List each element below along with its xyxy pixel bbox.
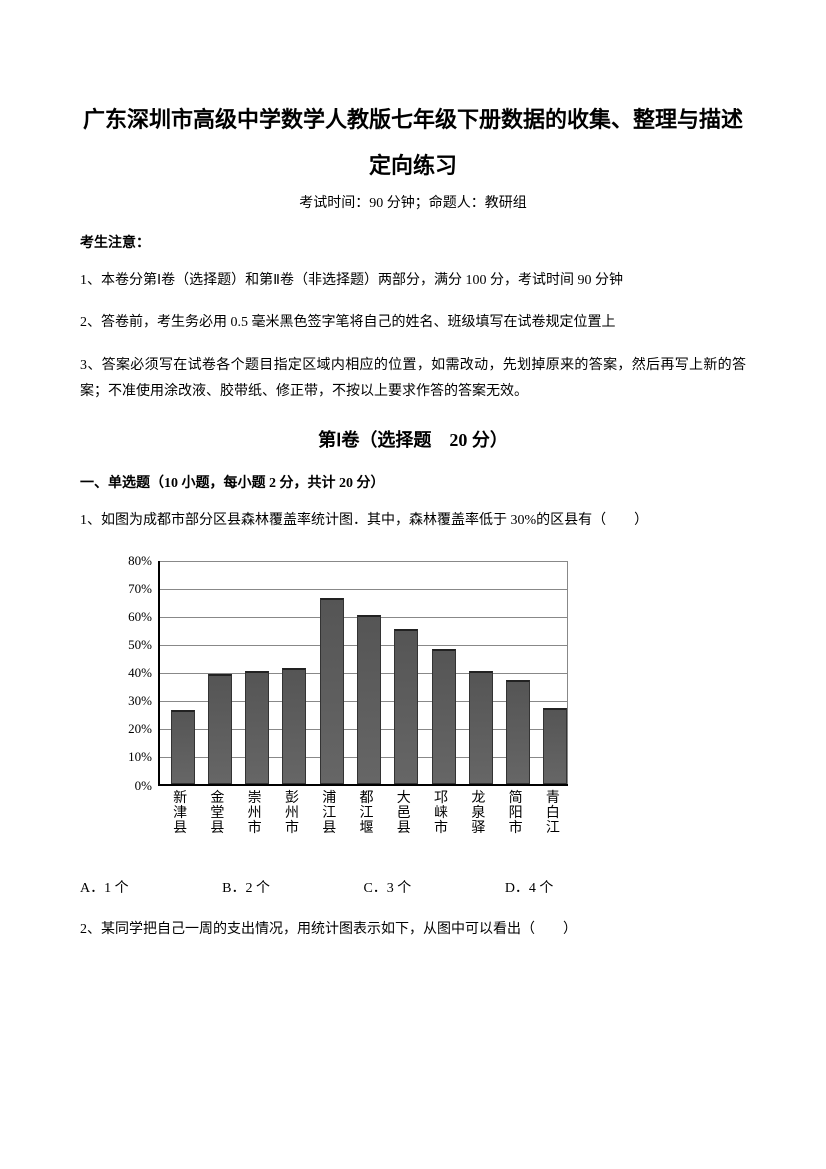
document-subtitle: 定向练习	[80, 148, 746, 180]
notice-header: 考生注意：	[80, 232, 746, 252]
y-axis-label: 0%	[110, 778, 152, 794]
option-a: A．1 个	[80, 877, 129, 897]
grid-line	[160, 589, 568, 590]
chart-bar	[282, 668, 306, 783]
chart-bar	[357, 615, 381, 784]
chart-bar	[506, 680, 530, 784]
option-c: C．3 个	[363, 877, 411, 897]
chart-bar	[208, 674, 232, 784]
x-axis-label: 龙泉驿	[467, 791, 491, 851]
x-axis-label: 青白江	[541, 791, 565, 851]
chart-bar	[469, 671, 493, 784]
chart-bar	[245, 671, 269, 784]
y-axis-label: 40%	[110, 665, 152, 681]
question-2: 2、某同学把自己一周的支出情况，用统计图表示如下，从图中可以看出（ ）	[80, 917, 746, 944]
x-axis-label: 都江堰	[355, 791, 379, 851]
x-axis-label: 金堂县	[206, 791, 230, 851]
document-title: 广东深圳市高级中学数学人教版七年级下册数据的收集、整理与描述	[80, 100, 746, 140]
x-axis-label: 新津县	[169, 791, 193, 851]
notice-item-2: 2、答卷前，考生务必用 0.5 毫米黑色签字笔将自己的姓名、班级填写在试卷规定位…	[80, 310, 746, 337]
exam-info: 考试时间：90 分钟；命题人：教研组	[80, 192, 746, 212]
option-b: B．2 个	[222, 877, 270, 897]
x-axis-label: 彭州市	[280, 791, 304, 851]
chart-bar	[320, 598, 344, 784]
y-axis-label: 80%	[110, 553, 152, 569]
chart-bar	[394, 629, 418, 784]
y-axis-label: 20%	[110, 721, 152, 737]
y-axis-label: 10%	[110, 749, 152, 765]
y-axis-label: 30%	[110, 693, 152, 709]
chart-bar	[543, 708, 567, 784]
section-header: 第Ⅰ卷（选择题 20 分）	[80, 426, 746, 452]
chart-bar	[171, 710, 195, 783]
x-axis-label: 崇州市	[243, 791, 267, 851]
option-d: D．4 个	[505, 877, 554, 897]
notice-item-3: 3、答案必须写在试卷各个题目指定区域内相应的位置，如需改动，先划掉原来的答案，然…	[80, 353, 746, 406]
x-axis-label: 简阳市	[504, 791, 528, 851]
y-axis-label: 50%	[110, 637, 152, 653]
x-axis-label: 邛崃市	[430, 791, 454, 851]
chart-bar	[432, 649, 456, 784]
sub-section-header: 一、单选题（10 小题，每小题 2 分，共计 20 分）	[80, 472, 746, 492]
notice-item-1: 1、本卷分第Ⅰ卷（选择题）和第Ⅱ卷（非选择题）两部分，满分 100 分，考试时间…	[80, 268, 746, 295]
y-axis-label: 60%	[110, 609, 152, 625]
x-axis-label: 浦江县	[318, 791, 342, 851]
bar-chart: 0% 10% 20% 30% 40% 50% 60% 70% 80% 新津县金堂县崇州市彭州市浦江…	[110, 551, 580, 861]
question-1-options: A．1 个 B．2 个 C．3 个 D．4 个	[80, 877, 746, 897]
y-axis-label: 70%	[110, 581, 152, 597]
x-axis-label: 大邑县	[392, 791, 416, 851]
question-1: 1、如图为成都市部分区县森林覆盖率统计图．其中，森林覆盖率低于 30%的区县有（…	[80, 508, 746, 535]
